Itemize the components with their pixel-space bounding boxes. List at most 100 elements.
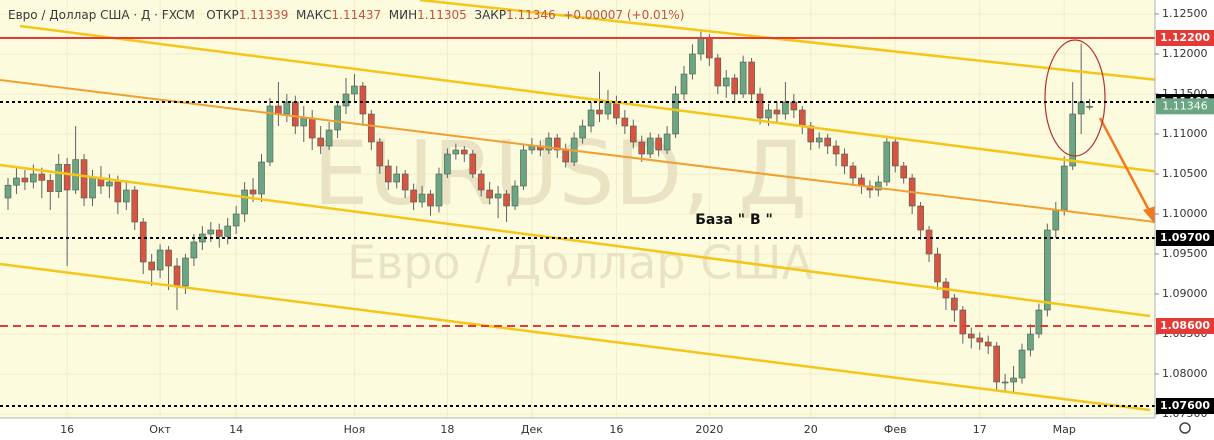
- ohlc-value: 1.11346: [506, 8, 556, 22]
- candle-body: [249, 189, 257, 195]
- candle-body: [80, 159, 88, 199]
- candle-body: [114, 181, 122, 203]
- settings-button[interactable]: [1179, 422, 1191, 434]
- candle-body: [680, 73, 688, 95]
- candle-body: [359, 85, 367, 115]
- candle-body: [1010, 377, 1017, 383]
- candle-body: [376, 141, 384, 167]
- candle-body: [317, 137, 324, 147]
- change: +0.00007 (+0.01%): [563, 8, 685, 22]
- candle-body: [427, 193, 434, 207]
- candle-body: [562, 149, 570, 163]
- legend: Евро / Доллар США · Д · FXCM ОТКР1.11339…: [8, 8, 684, 22]
- candle-body: [46, 180, 54, 192]
- candle-body: [232, 213, 240, 227]
- candle-body: [663, 133, 671, 151]
- candle-body: [604, 101, 612, 115]
- candle-body: [917, 205, 924, 231]
- candle-body: [182, 257, 189, 287]
- last-price-label: 1.11346: [1162, 99, 1208, 112]
- candles: [4, 31, 1093, 392]
- candle-body: [1018, 349, 1026, 379]
- candle-body: [1069, 113, 1076, 167]
- candle-body: [368, 113, 375, 143]
- candle-body: [782, 101, 789, 115]
- candle-body: [934, 253, 941, 283]
- candle-body: [291, 101, 299, 127]
- candle-body: [477, 173, 485, 191]
- highlight-ellipse: [1044, 39, 1106, 157]
- candle-body: [139, 221, 147, 263]
- candle-body: [165, 249, 172, 267]
- forecast-arrow: [1098, 117, 1156, 224]
- trend-line: [0, 79, 1156, 223]
- ohlc-value: 1.11339: [238, 8, 289, 22]
- level-label-box: [1156, 30, 1214, 46]
- x-tick-label: 2020: [695, 423, 723, 436]
- trend-line: [0, 262, 1151, 412]
- candle-body: [283, 101, 291, 115]
- candle-body: [798, 109, 806, 127]
- level-label: 1.07600: [1160, 399, 1210, 412]
- candle-body: [689, 53, 696, 75]
- arrow-head: [1143, 206, 1156, 224]
- y-tick-label: 1.10500: [1162, 167, 1208, 180]
- y-tick-label: 1.09000: [1162, 287, 1208, 300]
- candle-body: [722, 77, 730, 87]
- candle-body: [308, 117, 316, 139]
- candle-body: [215, 229, 223, 237]
- candle-body: [951, 297, 958, 311]
- candle-body: [63, 164, 71, 191]
- price-axis: [1155, 0, 1214, 440]
- ohlc-name: МАКС: [296, 8, 332, 22]
- candle-body: [511, 185, 519, 207]
- candle-body: [384, 165, 392, 183]
- candle-body: [672, 93, 679, 135]
- candle-body: [714, 57, 722, 87]
- x-tick-label: 18: [440, 423, 454, 436]
- candle-body: [553, 137, 561, 151]
- y-tick-label: 1.08000: [1162, 367, 1208, 380]
- trend-line: [419, 0, 1196, 86]
- candle-body: [883, 141, 891, 183]
- settings-icon[interactable]: [1179, 422, 1191, 434]
- ohlc-value: 1.11437: [331, 8, 382, 22]
- candle-body: [807, 125, 815, 143]
- x-tick-label: 16: [609, 423, 623, 436]
- candle-body: [1077, 101, 1085, 115]
- ohlc-name: ЗАКР: [474, 8, 507, 22]
- candle-body: [900, 165, 908, 179]
- candle-body: [587, 109, 595, 127]
- candle-body: [756, 93, 764, 119]
- candle-body: [410, 189, 417, 203]
- candle-body: [106, 181, 113, 187]
- candle-body: [697, 37, 705, 55]
- candle-body: [579, 125, 586, 139]
- candle-body: [224, 225, 231, 237]
- symbol-title: Евро / Доллар США · Д · FXCM: [8, 8, 195, 22]
- candle-body: [815, 137, 823, 143]
- time-axis: [0, 418, 1155, 440]
- candle-body: [638, 141, 646, 155]
- candle-body: [967, 333, 975, 339]
- candle-body: [131, 189, 139, 223]
- candle-body: [841, 153, 848, 167]
- candle-body: [596, 109, 603, 115]
- candle-body: [460, 149, 468, 155]
- level-label: 1.09700: [1160, 231, 1210, 244]
- candle-body: [351, 85, 358, 95]
- candle-body: [824, 137, 831, 147]
- candle-body: [173, 265, 181, 287]
- x-tick-label: 16: [60, 423, 74, 436]
- candle-body: [849, 165, 857, 179]
- candle-body: [629, 125, 637, 143]
- y-tick-label: 1.12000: [1162, 47, 1208, 60]
- trend-line: [0, 163, 1151, 318]
- candle-body: [258, 161, 265, 195]
- candle-body: [444, 153, 451, 175]
- candle-body: [790, 101, 798, 111]
- candle-body: [655, 137, 662, 151]
- candle-body: [520, 149, 527, 187]
- candle-body: [773, 109, 781, 115]
